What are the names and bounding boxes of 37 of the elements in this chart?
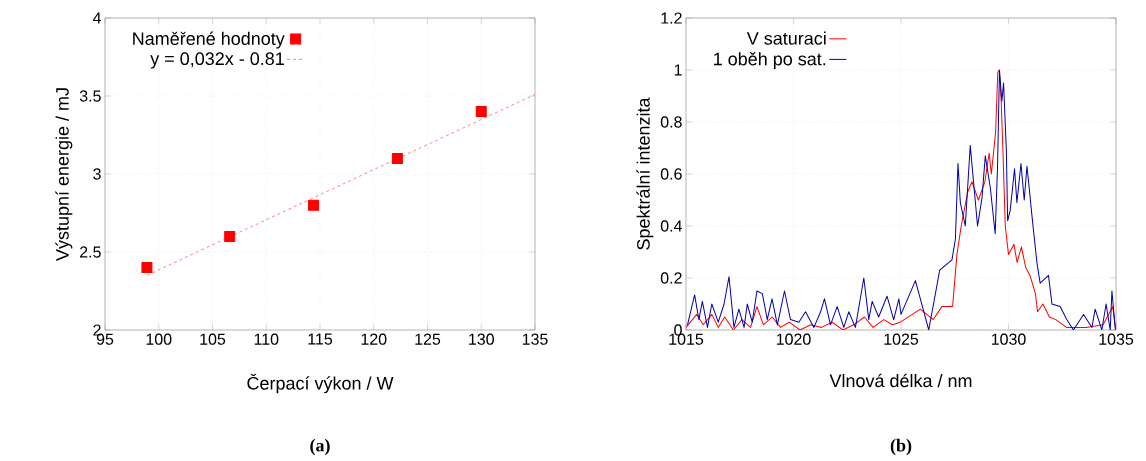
y-tick-label: 0.6 bbox=[660, 168, 682, 180]
legend-label: y = 0,032x - 0.81 bbox=[150, 52, 284, 69]
y-tick-label: 3 bbox=[93, 168, 101, 180]
y-tick-label: 2.5 bbox=[80, 246, 101, 258]
legend-label: Naměřené hodnoty bbox=[133, 31, 285, 49]
y-axis-title: Výstupní energie / mJ bbox=[55, 88, 73, 261]
x-tick-label: 105 bbox=[200, 333, 226, 345]
point bbox=[308, 199, 320, 211]
x-tick-label: 1035 bbox=[1099, 333, 1134, 345]
x-tick-label: 1030 bbox=[991, 333, 1026, 345]
y-tick-label: 0.2 bbox=[660, 272, 682, 284]
text: (a) bbox=[310, 438, 330, 456]
x-tick-label: 125 bbox=[415, 333, 441, 345]
x-tick-label: 1020 bbox=[776, 333, 811, 345]
y-axis-title: Spektrální intenzita bbox=[636, 97, 654, 250]
legend-label: V saturaci bbox=[746, 31, 826, 45]
y-tick-label: 0.8 bbox=[660, 116, 682, 128]
y-tick-label: 3.5 bbox=[79, 90, 101, 102]
y-tick-label: 0.4 bbox=[660, 220, 682, 232]
y-tick-label: 1.2 bbox=[661, 12, 682, 24]
text: (b) bbox=[890, 438, 912, 456]
x-tick-label: 115 bbox=[308, 333, 333, 345]
x-axis-title: Čerpací výkon / W bbox=[247, 373, 394, 394]
point bbox=[475, 106, 487, 118]
x-tick-label: 120 bbox=[361, 333, 387, 345]
x-tick-label: 100 bbox=[146, 333, 172, 345]
point bbox=[141, 262, 153, 274]
point bbox=[391, 152, 403, 164]
point bbox=[224, 230, 236, 242]
y-tick-label: 4 bbox=[92, 12, 101, 24]
x-tick-label: 110 bbox=[254, 333, 279, 345]
legend-label: 1 oběh po sat. bbox=[714, 52, 826, 69]
x-tick-label: 135 bbox=[522, 333, 548, 345]
y-tick-label: 1 bbox=[674, 64, 682, 76]
x-tick-label: 1025 bbox=[884, 333, 919, 345]
x-tick-label: 130 bbox=[469, 333, 494, 345]
x-axis-title: Vlnová délka / nm bbox=[829, 373, 972, 388]
